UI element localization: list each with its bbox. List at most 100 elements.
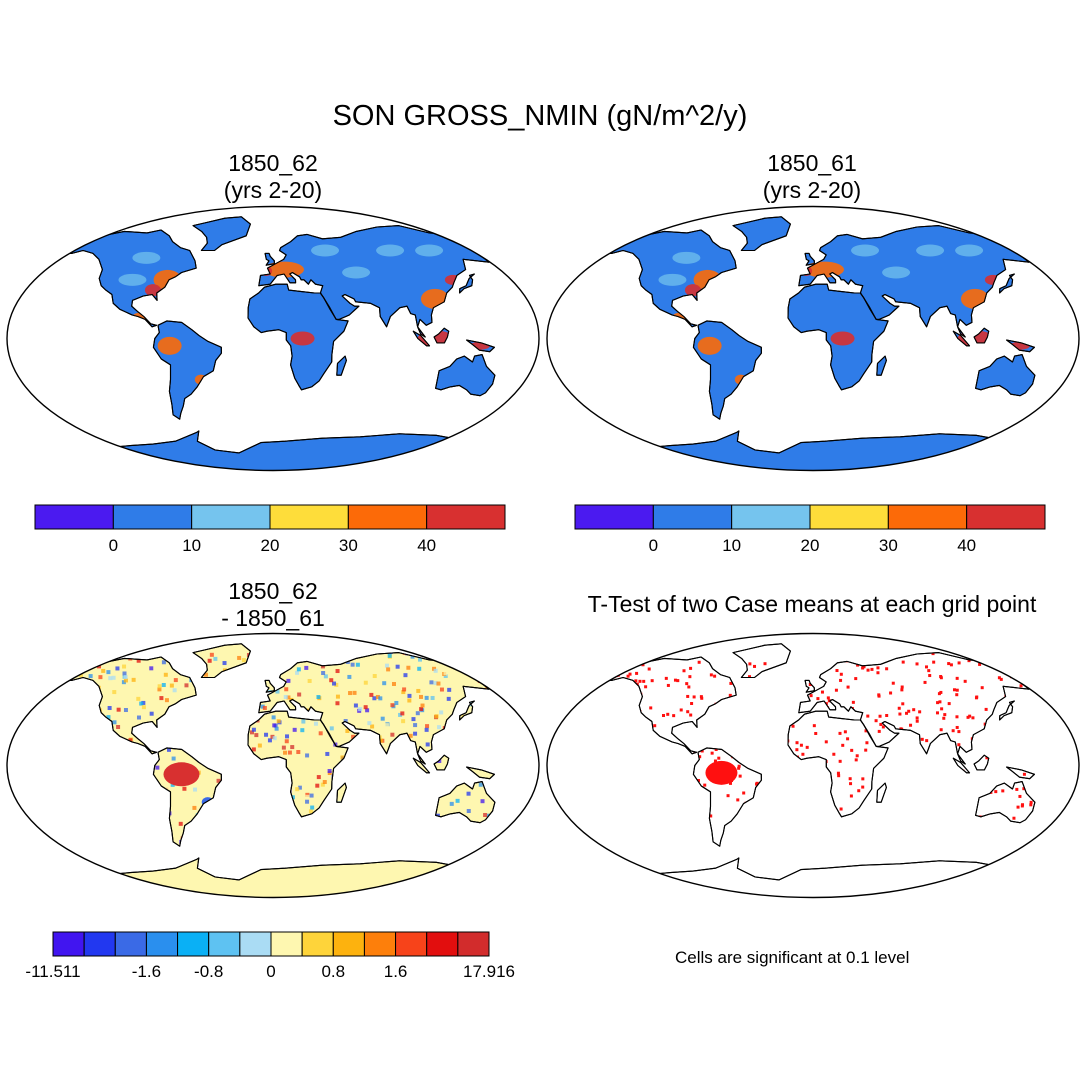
significant-cell [713, 674, 717, 678]
field-cell [332, 681, 337, 686]
field-cell [29, 698, 33, 702]
coastline-borneo [433, 327, 450, 344]
significant-cell [967, 659, 971, 663]
field-cell [531, 808, 535, 812]
field-cell [335, 669, 340, 674]
colorbar-tick-label: 40 [957, 536, 977, 555]
significant-cell [643, 656, 647, 660]
significant-cell [918, 710, 922, 714]
field-cell [343, 719, 348, 724]
colorbar-difference [52, 931, 490, 957]
field-cell [450, 656, 455, 661]
significant-cell [1001, 789, 1005, 793]
significant-cell [710, 751, 714, 755]
significant-cell [736, 798, 740, 802]
significant-cell [957, 730, 961, 734]
colorbar-box-2 [114, 931, 147, 957]
significant-cell [635, 655, 639, 659]
field-cell [475, 657, 480, 662]
field-cell [439, 687, 444, 692]
field-cell [417, 666, 422, 671]
colorbar-box-13 [457, 931, 490, 957]
coastline-africa [787, 283, 889, 391]
significant-cell [1012, 816, 1016, 820]
field-cell [237, 655, 242, 660]
field-cell [401, 722, 406, 727]
field-cell [378, 696, 383, 701]
field-cell [276, 719, 281, 724]
significant-cell [805, 745, 809, 749]
field-cell [173, 803, 178, 808]
field-cell [108, 676, 113, 681]
significant-cell [997, 676, 1001, 680]
field-cell [307, 678, 312, 683]
colorbar-box-3 [145, 931, 179, 957]
field-cell [352, 690, 357, 695]
field-patch [311, 244, 340, 257]
field-cell [509, 847, 514, 852]
field-cell [106, 665, 111, 670]
ttest-significance-note: Cells are significant at 0.1 level [675, 948, 910, 967]
significant-cell [638, 653, 642, 657]
coastline-northAmerica [600, 656, 737, 755]
panel-1-title-line2: (yrs 2-20) [223, 177, 323, 203]
panel-1-title: 1850_62 (yrs 2-20) [168, 150, 378, 204]
colorbar-box-6 [239, 931, 272, 957]
coastline-greenland [732, 216, 791, 252]
colorbar-tick-label: -0.8 [194, 962, 224, 981]
field-cell [416, 688, 421, 693]
significant-cell [977, 653, 981, 657]
field-cell [411, 717, 416, 722]
colorbar-box-2 [191, 504, 271, 530]
map-border [546, 205, 1080, 472]
colorbar-tick-label: 30 [878, 536, 898, 555]
field-cell [439, 710, 444, 715]
field-cell [88, 674, 93, 679]
colorbar-box-11 [395, 931, 428, 957]
significant-cell [641, 663, 645, 667]
field-cell [116, 707, 121, 712]
significant-cell [947, 662, 951, 666]
field-cell [424, 695, 429, 700]
significant-cell [878, 714, 882, 718]
significant-cell [915, 662, 919, 666]
map-border [6, 205, 540, 472]
significant-cell [1055, 826, 1059, 830]
field-cell [345, 729, 350, 734]
significant-cell [984, 707, 988, 711]
significant-cell [649, 654, 653, 658]
field-patch [916, 244, 945, 257]
field-cell [360, 686, 365, 691]
field-cell [130, 672, 135, 677]
significant-cell [816, 697, 820, 701]
significant-cell [931, 652, 935, 656]
field-cell [443, 671, 448, 676]
field-cell [485, 672, 490, 677]
coastline-borneo [973, 754, 990, 771]
coastline-sumatra [412, 757, 431, 774]
field-cell [72, 661, 77, 666]
field-cell [401, 719, 406, 724]
field-cell [297, 785, 302, 790]
field-cell [380, 716, 385, 721]
map-panel-difference [6, 632, 540, 899]
significant-cell [851, 700, 855, 704]
panel-4-title: T-Test of two Case means at each grid po… [552, 591, 1072, 618]
significant-cell [925, 739, 929, 743]
field-cell [446, 696, 451, 701]
field-cell [80, 664, 85, 669]
colorbar-tick-label: 1.6 [383, 962, 408, 981]
significant-cell [877, 729, 881, 733]
colorbar-box-8 [301, 931, 334, 957]
coastline-northAmerica [60, 229, 197, 328]
field-cell [170, 782, 175, 787]
colorbar-tick-label: 0 [648, 536, 659, 555]
colorbar-box-12 [426, 931, 459, 957]
significant-cell [947, 702, 951, 706]
field-cell [173, 678, 178, 683]
coastline-greenland [192, 643, 251, 679]
field-cell [505, 836, 510, 841]
significant-cell [955, 725, 959, 729]
field-cell [37, 690, 41, 694]
field-cell [285, 734, 290, 739]
